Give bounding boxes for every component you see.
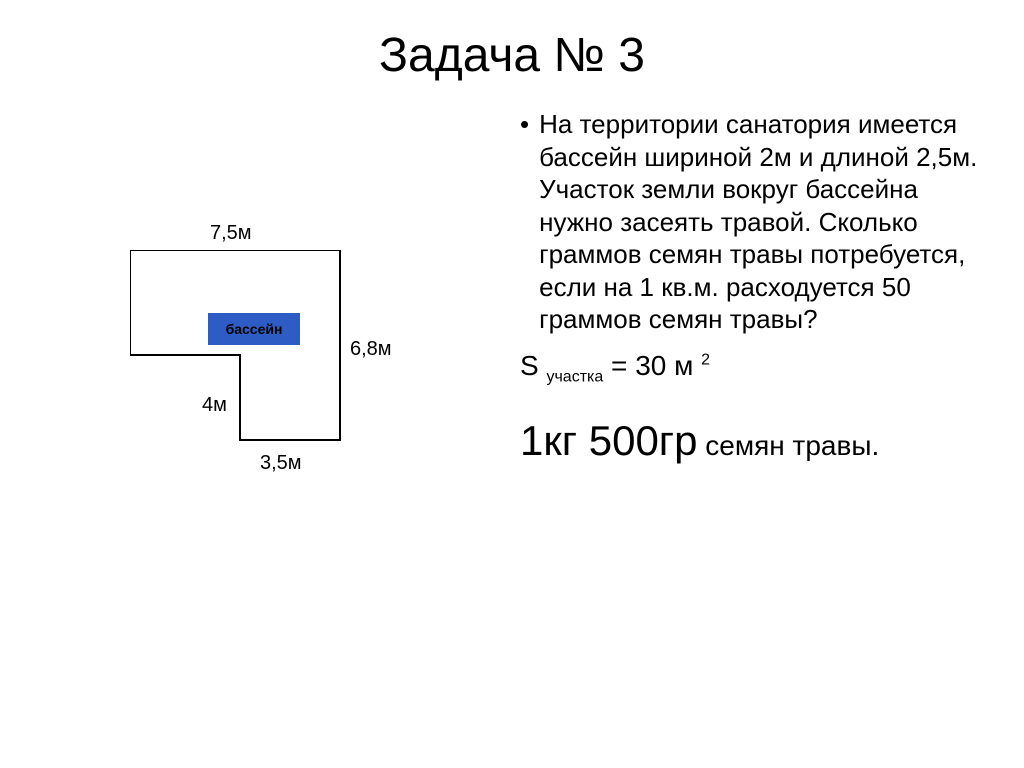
dim-top: 7,5м — [210, 222, 252, 245]
problem-block: • На территории санатория имеется бассей… — [520, 108, 980, 336]
l-shape-outline — [130, 250, 340, 440]
area-prefix: S — [520, 350, 539, 381]
pool-rect: бассейн — [208, 313, 300, 345]
answer-line: 1кг 500гр семян травы. — [520, 415, 980, 468]
dim-bottom: 3,5м — [260, 452, 302, 475]
area-exponent: 2 — [701, 351, 710, 368]
dim-right: 6,8м — [350, 338, 392, 361]
area-line: S участка = 30 м 2 — [520, 348, 980, 388]
diagram: бассейн 7,5м 6,8м 4м 3,5м — [100, 220, 440, 520]
page-title: Задача № 3 — [0, 28, 1024, 83]
content-column: • На территории санатория имеется бассей… — [520, 108, 980, 468]
area-sub: участка — [546, 368, 603, 385]
answer-tail: семян травы. — [697, 430, 879, 461]
bullet-icon: • — [520, 108, 529, 141]
dim-left-step: 4м — [202, 394, 227, 417]
problem-text: На территории санатория имеется бассейн … — [539, 108, 980, 336]
area-equals: = 30 м — [603, 350, 693, 381]
answer-big: 1кг 500гр — [520, 417, 697, 464]
